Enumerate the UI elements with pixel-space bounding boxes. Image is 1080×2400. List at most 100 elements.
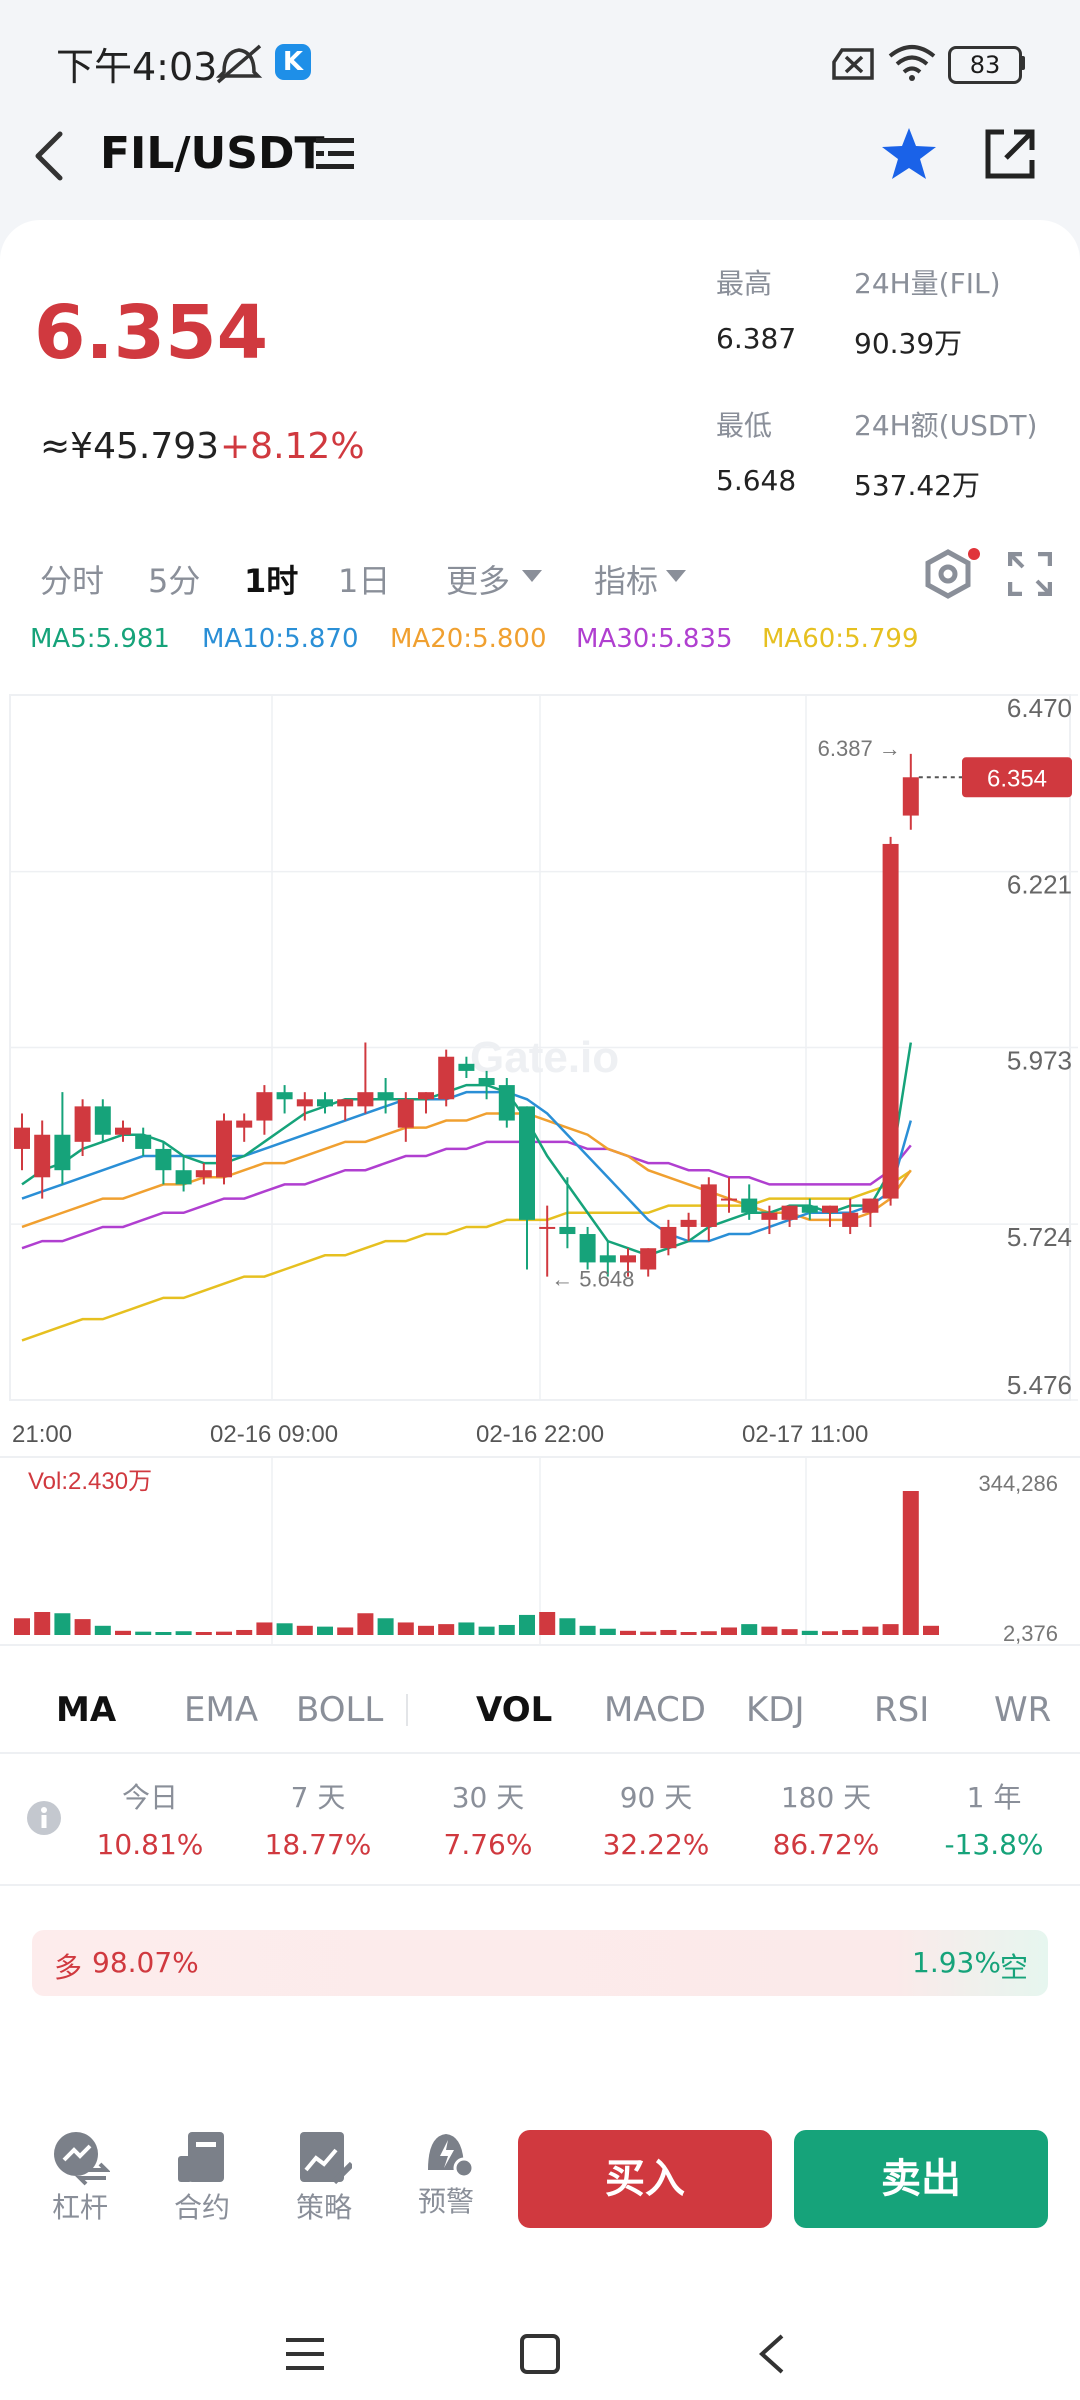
tab-vol[interactable]: VOL (476, 1690, 553, 1730)
ma60-value: MA60:5.799 (762, 624, 919, 654)
recent-apps-icon[interactable] (284, 2334, 328, 2374)
ma10-line (21, 1090, 913, 1243)
perf-label-today: 今日 (121, 1781, 178, 1814)
tab-kdj[interactable]: KDJ (746, 1690, 805, 1730)
nav-alert[interactable]: 预警 (396, 2130, 496, 2220)
tab-wr[interactable]: WR (994, 1690, 1052, 1730)
tab-rsi[interactable]: RSI (874, 1690, 930, 1730)
candle-body (498, 1085, 515, 1121)
perf-value-1y: -13.8% (944, 1828, 1044, 1861)
candle-body (175, 1170, 192, 1185)
candle-body (660, 1226, 677, 1249)
tab-1h[interactable]: 1时 (244, 562, 299, 600)
tab-1d[interactable]: 1日 (338, 562, 391, 600)
fullscreen-icon[interactable] (1008, 552, 1052, 596)
nav-leverage-label: 杠杆 (51, 2191, 108, 2224)
candle-body (882, 843, 899, 1199)
volume-chart[interactable]: Vol:2.430万 344,286 2,376 (0, 1455, 1080, 1655)
tab-boll[interactable]: BOLL (296, 1690, 384, 1730)
candle-body (539, 1226, 556, 1229)
candle-body (115, 1127, 131, 1135)
y-tick-label: 5.476 (1007, 1370, 1072, 1400)
volume-bar (256, 1622, 273, 1635)
candle-body (781, 1205, 798, 1220)
nav-leverage[interactable]: 杠杆 (30, 2130, 130, 2226)
favorite-star-icon[interactable] (880, 126, 938, 182)
tab-ema[interactable]: EMA (184, 1690, 259, 1730)
x-tick-label: 21:00 (12, 1421, 72, 1448)
candle-body (902, 777, 919, 816)
tab-5m[interactable]: 5分 (148, 562, 201, 600)
divider (0, 1752, 1080, 1754)
candle-body (296, 1099, 313, 1107)
low-marker-label: ← 5.648 (551, 1267, 634, 1292)
volume-bar (34, 1611, 51, 1635)
volume-bar (397, 1622, 414, 1635)
perf-label-7d: 7 天 (290, 1781, 346, 1814)
share-icon[interactable] (982, 126, 1038, 182)
volume-bar (640, 1631, 657, 1635)
watermark-text: Gate.io (470, 1033, 619, 1082)
tab-more[interactable]: 更多 (446, 562, 511, 600)
chart-settings-icon[interactable] (922, 546, 982, 602)
candle-body (155, 1148, 172, 1171)
candle-body (478, 1077, 495, 1086)
volume-bar (721, 1627, 737, 1635)
candle-body (761, 1212, 778, 1220)
candle-body (579, 1234, 596, 1263)
candle-body (74, 1106, 91, 1142)
tab-ma[interactable]: MA (56, 1690, 117, 1730)
volume-bar (761, 1626, 778, 1635)
tab-macd[interactable]: MACD (604, 1690, 706, 1730)
volume-bar (660, 1629, 677, 1635)
candle-body (337, 1099, 354, 1107)
menu-list-icon[interactable] (316, 136, 356, 172)
short-value: 1.93% (912, 1946, 1001, 1979)
nav-strategy[interactable]: 策略 (274, 2130, 374, 2226)
nav-contract[interactable]: 合约 (152, 2130, 252, 2226)
volume-bar (115, 1630, 131, 1635)
candle-body (741, 1198, 758, 1213)
volume-bar (781, 1629, 798, 1635)
indicators-chevron-down-icon[interactable] (664, 568, 688, 584)
volume-max-tick: 344,286 (978, 1471, 1058, 1496)
back-icon[interactable] (32, 130, 66, 182)
buy-button[interactable]: 买入 (518, 2130, 772, 2228)
volume-bar (559, 1618, 576, 1635)
candle-body (357, 1092, 374, 1107)
y-tick-label: 5.724 (1007, 1222, 1072, 1252)
pair-title[interactable]: FIL/USDT (100, 128, 325, 179)
ma10-value: MA10:5.870 (202, 624, 359, 654)
sell-button[interactable]: 卖出 (794, 2130, 1048, 2228)
candle-body (135, 1134, 152, 1149)
candle-body (640, 1248, 657, 1270)
wifi-icon (888, 45, 936, 81)
volume-bar (519, 1614, 535, 1635)
ma30-value: MA30:5.835 (576, 624, 733, 654)
back-nav-icon[interactable] (756, 2332, 788, 2376)
candle-body (559, 1226, 576, 1235)
candle-body (842, 1212, 859, 1227)
no-sim-icon (832, 48, 874, 80)
ma20-line (21, 1112, 912, 1229)
volume-bar (902, 1491, 919, 1635)
mute-icon (215, 44, 263, 84)
tab-timeshare[interactable]: 分时 (40, 562, 105, 600)
system-nav-bar (0, 2290, 1080, 2400)
more-chevron-down-icon[interactable] (520, 568, 544, 584)
price-chart[interactable]: 6.470 6.221 5.973 5.724 5.476 21:00 02-16 09:0… (0, 690, 1080, 1450)
candle-body (822, 1205, 838, 1213)
perf-value-90d: 32.22% (602, 1828, 710, 1861)
battery-tip (1020, 56, 1025, 70)
tab-indicators[interactable]: 指标 (594, 562, 659, 600)
x-tick-label: 02-16 22:00 (476, 1421, 604, 1448)
home-icon[interactable] (518, 2332, 562, 2376)
info-icon[interactable] (26, 1800, 62, 1836)
last-price: 6.354 (34, 290, 269, 376)
volume-bar (700, 1631, 717, 1635)
high-value: 6.387 (716, 322, 797, 355)
volume-label: Vol:2.430万 (28, 1468, 152, 1495)
tab-divider (406, 1694, 408, 1726)
volume-bar (216, 1631, 232, 1635)
candle-body (377, 1092, 394, 1100)
